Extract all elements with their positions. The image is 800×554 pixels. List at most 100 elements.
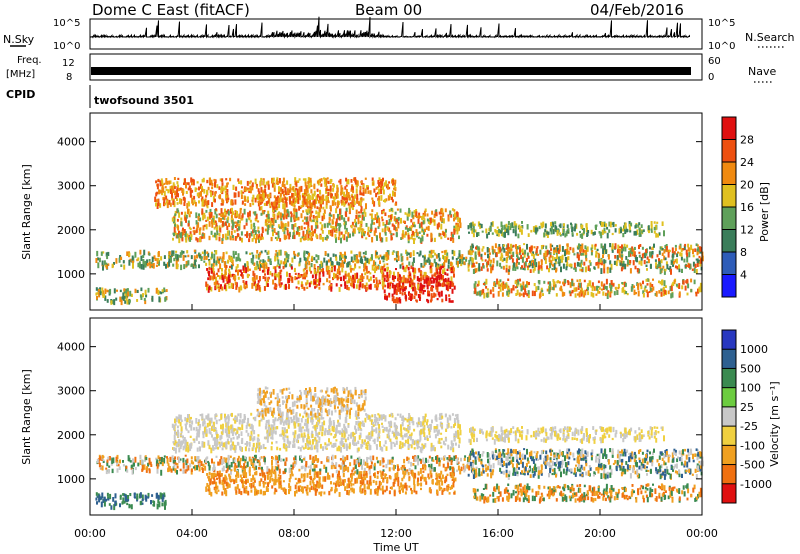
data-cell [319, 206, 322, 213]
data-cell [445, 249, 448, 253]
data-cell [567, 256, 570, 261]
data-cell [398, 277, 401, 281]
data-cell [99, 456, 102, 461]
data-cell [235, 266, 238, 273]
data-cell [162, 187, 165, 193]
data-cell [433, 221, 436, 226]
data-cell [420, 459, 423, 464]
data-cell [376, 255, 379, 259]
data-cell [97, 257, 99, 261]
data-cell [512, 284, 515, 291]
data-cell [391, 251, 394, 255]
data-cell [119, 296, 122, 302]
data-cell [101, 287, 104, 294]
data-cell [587, 265, 590, 271]
data-cell [499, 279, 502, 283]
data-cell [163, 201, 165, 207]
data-cell [579, 233, 582, 238]
data-cell [297, 216, 300, 221]
data-cell [608, 229, 611, 233]
data-cell [616, 256, 619, 260]
data-cell [307, 183, 310, 188]
data-cell [573, 228, 576, 232]
data-cell [256, 260, 259, 266]
data-cell [413, 237, 416, 241]
data-cell [274, 209, 277, 213]
data-cell [277, 213, 280, 218]
data-cell [381, 446, 384, 452]
data-cell [421, 236, 424, 242]
data-cell [205, 457, 208, 463]
data-cell [419, 250, 422, 256]
data-cell [277, 224, 280, 228]
data-cell [327, 200, 330, 204]
data-cell [206, 251, 209, 254]
data-cell [472, 459, 475, 464]
data-cell [344, 195, 347, 198]
data-cell [178, 238, 181, 244]
data-cell [361, 230, 364, 236]
data-cell [269, 258, 272, 265]
data-cell [391, 414, 394, 418]
data-cell [640, 285, 643, 290]
data-cell [190, 177, 193, 183]
data-cell [695, 291, 698, 297]
nsky-panel: N.Sky 10^5 10^0 10^5 10^0 N.Search [3, 16, 795, 52]
data-cell [180, 232, 183, 239]
data-cell [419, 458, 422, 461]
data-cell [273, 195, 276, 199]
data-cell [396, 464, 399, 467]
data-cell [435, 254, 438, 259]
data-cell [272, 266, 275, 270]
data-cell [116, 289, 118, 292]
data-cell [360, 428, 363, 432]
data-cell [444, 278, 447, 283]
data-cell [313, 264, 316, 270]
data-cell [481, 230, 484, 233]
data-cell [351, 195, 354, 198]
data-cell [174, 196, 177, 199]
data-cell [456, 261, 459, 266]
data-cell [253, 436, 256, 441]
data-cell [246, 231, 249, 234]
data-cell [316, 188, 319, 192]
data-cell [151, 295, 154, 302]
data-cell [238, 181, 240, 184]
data-cell [423, 461, 426, 465]
data-cell [294, 197, 297, 201]
data-cell [505, 264, 508, 268]
data-cell [453, 455, 456, 461]
data-cell [208, 235, 211, 241]
data-cell [602, 222, 605, 227]
data-cell [184, 217, 187, 220]
data-cell [218, 286, 221, 292]
data-cell [329, 441, 332, 445]
data-cell [292, 203, 295, 207]
data-cell [375, 266, 378, 271]
data-cell [273, 186, 276, 192]
data-cell [645, 289, 648, 293]
data-cell [458, 235, 460, 240]
data-cell [352, 228, 355, 233]
data-cell [277, 460, 279, 464]
data-cell [318, 274, 321, 280]
data-cell [381, 210, 384, 215]
data-cell [492, 286, 495, 292]
data-cell [609, 286, 612, 292]
data-cell [343, 223, 346, 226]
data-cell [459, 259, 462, 264]
data-cell [361, 235, 364, 239]
data-cell [347, 466, 350, 473]
data-cell [208, 212, 211, 216]
data-cell [680, 256, 683, 261]
data-cell [201, 251, 204, 254]
data-cell [260, 198, 263, 203]
data-cell [291, 224, 294, 230]
data-cell [522, 292, 525, 298]
data-cell [354, 263, 357, 268]
data-cell [407, 252, 410, 255]
data-cell [646, 256, 649, 260]
data-cell [416, 232, 419, 236]
data-cell [387, 254, 390, 260]
data-cell [321, 224, 324, 229]
